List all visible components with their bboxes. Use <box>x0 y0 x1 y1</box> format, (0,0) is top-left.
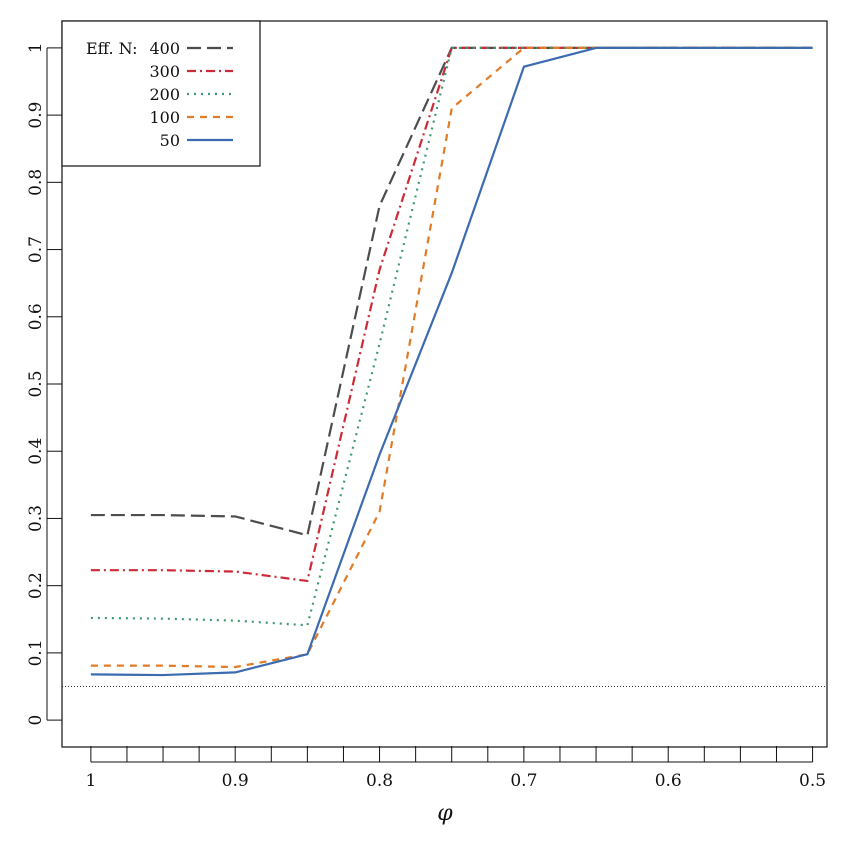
legend-label-100: 100 <box>149 108 180 127</box>
x-tick-label: 0.7 <box>510 771 537 791</box>
legend-box <box>61 20 261 167</box>
y-tick-label: 0.4 <box>26 438 46 465</box>
y-tick-label: 0.9 <box>26 102 46 129</box>
y-tick-label: 0 <box>26 715 46 726</box>
y-tick-label: 1 <box>26 42 46 53</box>
legend-label-50: 50 <box>160 131 180 150</box>
series-line-100 <box>90 46 813 669</box>
y-tick-label: 0.2 <box>26 572 46 599</box>
y-tick-label: 0.6 <box>26 303 46 330</box>
x-axis: 1 0.9 0.8 0.7 0.6 0.5 <box>85 746 826 791</box>
legend-title: Eff. N: <box>86 39 137 58</box>
x-tick-label: 1 <box>85 771 96 791</box>
y-axis: 0 0.1 0.2 0.3 0.4 0.5 0.6 0.7 0.8 0.9 1 <box>26 42 62 726</box>
x-tick-label: 0.8 <box>366 771 393 791</box>
y-tick-label: 0.1 <box>26 639 46 666</box>
y-tick-label: 0.7 <box>26 236 46 263</box>
series-line-50 <box>90 46 813 677</box>
x-tick-label: 0.5 <box>799 771 826 791</box>
x-tick-label: 0.9 <box>222 771 249 791</box>
x-axis-label: φ <box>437 801 453 826</box>
y-tick-label: 0.3 <box>26 505 46 532</box>
legend: Eff. N: 400 300 200 100 50 <box>61 20 261 167</box>
legend-label-400: 400 <box>149 39 180 58</box>
plot-area <box>62 46 827 687</box>
y-tick-label: 0.5 <box>26 370 46 397</box>
legend-label-200: 200 <box>149 85 180 104</box>
x-tick-label: 0.6 <box>655 771 682 791</box>
y-tick-label: 0.8 <box>26 169 46 196</box>
legend-label-300: 300 <box>149 62 180 81</box>
series-line-200 <box>90 46 813 627</box>
